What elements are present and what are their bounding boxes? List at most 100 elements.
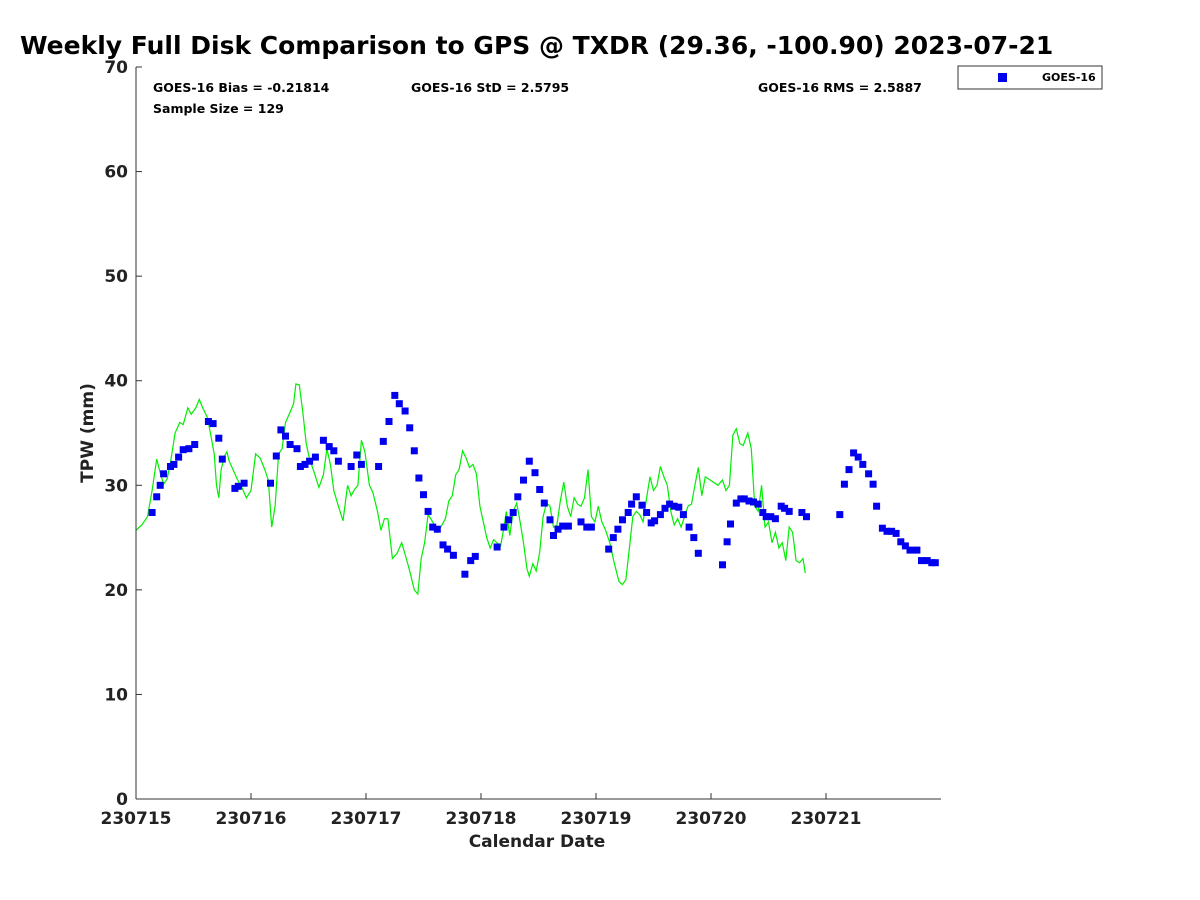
goes16-point	[628, 500, 636, 508]
y-tick-label: 30	[104, 476, 128, 496]
goes16-point	[401, 407, 409, 415]
goes16-point	[754, 500, 762, 508]
goes16-point	[723, 538, 731, 546]
goes16-point	[505, 516, 513, 524]
goes16-point	[420, 491, 427, 499]
goes16-point	[798, 509, 806, 516]
y-tick-label: 40	[104, 372, 128, 392]
goes16-point	[609, 534, 617, 542]
goes16-point	[803, 513, 810, 521]
x-axis-ticks: 230715 230716 230717 230718 230719 230720 2307…	[101, 793, 861, 829]
goes16-point	[282, 432, 289, 440]
legend-marker-goes16	[998, 73, 1007, 82]
goes16-point	[554, 525, 562, 533]
goes16-point	[170, 460, 178, 468]
goes16-point	[559, 522, 567, 530]
goes16-point	[845, 466, 853, 474]
goes16-point	[509, 509, 517, 516]
goes16-point	[850, 449, 858, 457]
goes16-point	[375, 463, 383, 470]
goes16-point	[160, 470, 168, 478]
goes16-point	[215, 434, 223, 442]
y-axis-ticks: 0 10 20 30 40 50 60 70	[104, 58, 142, 810]
goes16-point	[156, 481, 164, 489]
y-axis-label: TPW (mm)	[78, 383, 98, 483]
goes16-point	[840, 480, 848, 488]
goes16-point	[619, 516, 626, 524]
goes16-point	[234, 482, 242, 490]
goes16-point	[433, 525, 441, 533]
legend-label-goes16: GOES-16	[1042, 71, 1096, 84]
goes16-point	[209, 420, 217, 428]
goes16-point	[385, 418, 393, 425]
goes16-point	[353, 451, 361, 459]
goes16-point	[785, 507, 793, 515]
goes16-point	[536, 486, 544, 493]
goes16-point	[306, 457, 314, 465]
goes16-point	[651, 517, 659, 525]
goes16-point	[577, 518, 585, 526]
goes16-point	[267, 479, 274, 487]
chart-title: Weekly Full Disk Comparison to GPS @ TXD…	[20, 31, 1053, 60]
goes16-point	[325, 443, 333, 451]
x-tick-label: 230720	[676, 809, 747, 829]
goes16-point	[897, 538, 905, 546]
goes16-point	[836, 511, 844, 519]
goes16-point	[906, 546, 914, 554]
goes16-point	[347, 463, 355, 470]
goes16-point	[883, 527, 891, 535]
goes16-point	[272, 452, 280, 460]
goes16-point	[750, 498, 757, 506]
goes16-point	[694, 549, 702, 557]
goes16-point	[467, 557, 475, 565]
legend-box	[957, 65, 1103, 90]
std-stat: GOES-16 StD = 2.5795	[411, 80, 569, 95]
goes16-point	[277, 426, 285, 434]
goes16-point	[638, 501, 646, 509]
goes16-point	[525, 457, 533, 465]
x-axis-label: Calendar Date	[469, 832, 606, 852]
goes16-point	[727, 520, 734, 528]
goes16-point	[923, 557, 931, 565]
goes16-point	[869, 480, 877, 488]
goes16-point	[520, 476, 527, 484]
goes16-point	[931, 559, 939, 567]
goes16-point	[781, 504, 789, 512]
goes16-point	[175, 453, 183, 461]
goes16-point	[319, 436, 327, 444]
goes16-point	[643, 509, 651, 516]
goes16-point	[379, 437, 387, 445]
goes16-point	[461, 570, 469, 578]
goes16-point	[878, 524, 886, 532]
goes16-point	[444, 545, 452, 553]
goes16-point	[740, 495, 748, 503]
gps-series	[135, 383, 806, 596]
goes16-point	[670, 502, 678, 510]
goes16-point	[583, 523, 591, 531]
goes16-point	[148, 509, 156, 516]
goes16-point	[334, 457, 342, 465]
goes16-point	[395, 400, 403, 408]
goes16-point	[493, 543, 501, 551]
goes16-point	[624, 509, 632, 516]
goes16-point	[859, 460, 867, 468]
goes16-point	[745, 497, 753, 505]
goes16-point	[605, 545, 613, 553]
goes16-point	[406, 424, 414, 432]
goes16-point	[918, 557, 925, 565]
goes16-point	[666, 500, 674, 508]
y-tick-label: 60	[104, 163, 128, 183]
goes16-point	[546, 516, 554, 524]
goes16-point	[632, 493, 640, 501]
goes16-point	[564, 522, 572, 530]
goes16-point	[888, 527, 896, 535]
goes16-point	[410, 447, 418, 455]
goes16-point	[391, 391, 399, 399]
goes16-point	[767, 513, 775, 521]
goes16-point	[429, 523, 437, 531]
goes16-point	[311, 453, 319, 461]
sample-size-stat: Sample Size = 129	[153, 101, 284, 116]
goes16-point	[892, 529, 900, 537]
goes16-point	[690, 534, 698, 542]
